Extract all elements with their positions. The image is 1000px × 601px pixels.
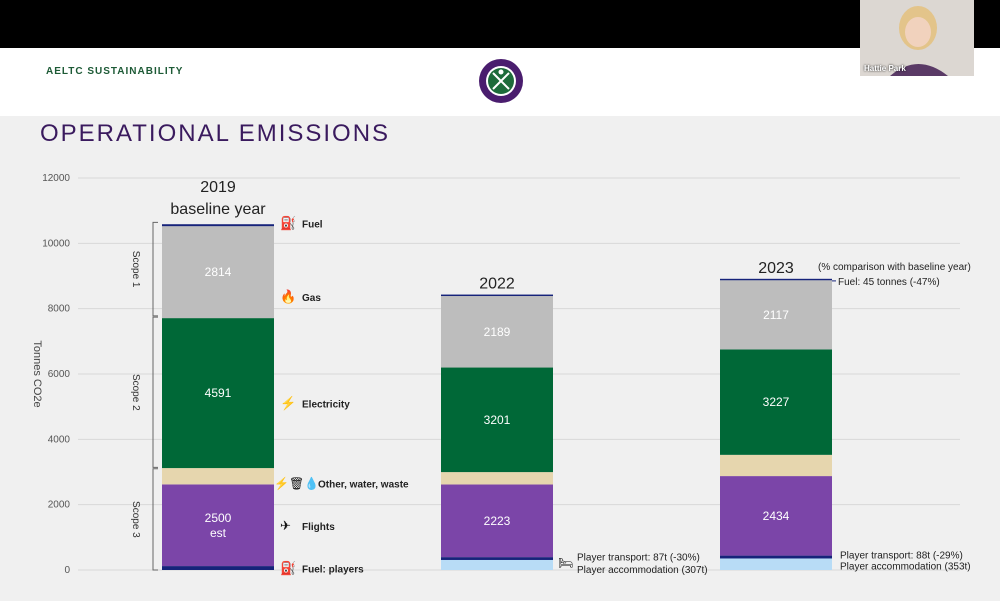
- bar-flights-2: [720, 476, 832, 556]
- bar-fuel-0: [162, 224, 274, 227]
- fuel-pump-icon: ⛽: [280, 560, 296, 575]
- slide-header: AELTC SUSTAINABILITY: [0, 48, 1000, 116]
- legend-flights: Flights: [302, 522, 335, 533]
- bar-gas-1: [441, 296, 553, 368]
- bar-player_accommodation-1: [441, 559, 553, 570]
- utilities-icons: ⚡🗑💧: [274, 476, 319, 490]
- scope-bracket: [152, 221, 158, 317]
- y-tick-label: 2000: [48, 500, 71, 511]
- slide-title: OPERATIONAL EMISSIONS: [40, 120, 391, 147]
- year-label: 2019: [200, 179, 236, 196]
- flame-icon: 🔥: [280, 289, 296, 304]
- bar-player_accommodation-2: [720, 558, 832, 570]
- annotation-transport-2022: Player transport: 87t (-30%): [577, 553, 700, 564]
- legend-gas: Gas: [302, 293, 321, 304]
- bar-player_transport-1: [441, 557, 553, 560]
- plane-icon: ✈: [280, 518, 291, 533]
- scope-bracket: [152, 316, 158, 468]
- bar-value-note: est: [210, 526, 227, 540]
- annotation-accommodation-2022: Player accommodation (307t): [577, 565, 708, 576]
- comparison-note: (% comparison with baseline year): [818, 262, 971, 273]
- bar-value-label: 2223: [484, 514, 511, 528]
- bar-electricity-1: [441, 367, 553, 473]
- y-tick-label: 6000: [48, 369, 71, 380]
- bar-value-label: 2189: [484, 325, 511, 339]
- year-sublabel: baseline year: [170, 201, 266, 218]
- bar-gas-2: [720, 280, 832, 350]
- bar-value-label: 4591: [205, 386, 232, 400]
- bar-value-label: 2814: [205, 265, 232, 279]
- bar-fuel_players-0: [162, 566, 274, 570]
- lightning-icon: ⚡: [280, 395, 296, 411]
- bar-value-label: 2117: [763, 308, 789, 322]
- bar-fuel-2: [720, 278, 832, 281]
- top-black-bar: [0, 0, 1000, 48]
- y-tick-label: 12000: [42, 173, 70, 184]
- y-axis-label: Tonnes CO2e: [31, 340, 43, 407]
- legend-fuel_players: Fuel: players: [302, 564, 364, 575]
- bar-electricity-0: [162, 318, 274, 469]
- bar-value-label: 3201: [484, 413, 511, 427]
- webcam-name: Hattie Park: [864, 64, 906, 73]
- bed-icon: 🛏: [558, 556, 573, 570]
- y-tick-label: 8000: [48, 304, 71, 315]
- year-label: 2022: [479, 276, 515, 293]
- scope-bracket: [152, 468, 158, 571]
- legend-other: Other, water, waste: [318, 479, 409, 490]
- year-label: 2023: [758, 260, 794, 277]
- bar-flights-1: [441, 484, 553, 558]
- bar-value-label: 3227: [763, 395, 790, 409]
- annotation-transport-2023: Player transport: 88t (-29%): [840, 550, 963, 561]
- bar-flights-0: [162, 484, 274, 567]
- scope-label: Scope 3: [130, 501, 141, 538]
- bar-gas-0: [162, 226, 274, 319]
- bar-electricity-2: [720, 349, 832, 455]
- scope-label: Scope 2: [130, 374, 141, 411]
- legend-fuel: Fuel: [302, 220, 323, 231]
- bar-other-1: [441, 472, 553, 485]
- bar-other-2: [720, 454, 832, 477]
- bar-value-label: 2434: [763, 509, 790, 523]
- y-tick-label: 10000: [42, 238, 70, 249]
- annotation-fuel-2023: Fuel: 45 tonnes (-47%): [838, 277, 940, 288]
- scope-label: Scope 1: [130, 251, 141, 288]
- bar-player_transport-2: [720, 555, 832, 559]
- annotation-accommodation-2023: Player accommodation (353t): [840, 562, 971, 573]
- wimbledon-logo: [479, 59, 523, 103]
- brand-label: AELTC SUSTAINABILITY: [46, 66, 184, 77]
- emissions-chart: 0 2000 4000 6000 8000 10000 12000 Tonnes CO2e 20…: [31, 173, 971, 576]
- webcam-person-icon: [860, 0, 974, 76]
- webcam-thumbnail[interactable]: Hattie Park: [860, 0, 974, 76]
- y-tick-label: 0: [64, 565, 70, 576]
- bar-value-label: 2500: [205, 511, 232, 525]
- bar-other-0: [162, 468, 274, 485]
- y-tick-label: 4000: [48, 434, 71, 445]
- fuel-pump-icon: ⛽: [280, 216, 296, 231]
- bar-fuel-1: [441, 294, 553, 297]
- legend-electricity: Electricity: [302, 399, 350, 410]
